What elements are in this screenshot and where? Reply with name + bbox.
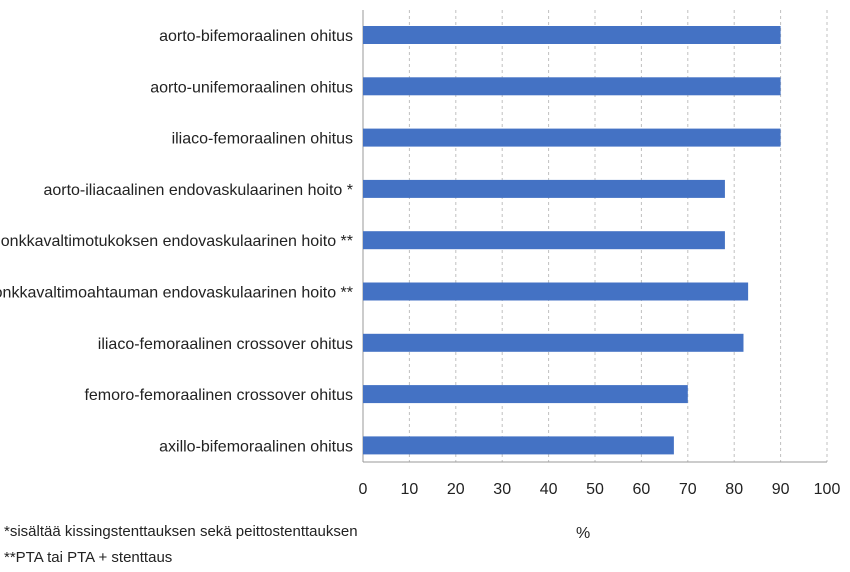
bar xyxy=(363,282,749,301)
category-labels: aorto-bifemoraalinen ohitus aorto-unifemo… xyxy=(0,28,353,455)
x-tick-label: 100 xyxy=(814,481,841,498)
footnote-2: **PTA tai PTA + stenttaus xyxy=(4,549,173,566)
category-label: axillo-bifemoraalinen ohitus xyxy=(159,438,353,455)
category-label: iliaco-femoraalinen ohitus xyxy=(172,131,353,148)
bar xyxy=(363,385,688,404)
x-tick-label: 60 xyxy=(633,481,651,498)
x-tick-label: 0 xyxy=(359,481,368,498)
bar xyxy=(363,179,725,198)
category-label: aorto-iliacaalinen endovaskulaarinen hoi… xyxy=(43,182,353,199)
bar xyxy=(363,231,725,250)
category-label: iliaco-femoraalinen crossover ohitus xyxy=(98,336,353,353)
bar xyxy=(363,436,674,455)
x-tick-label: 70 xyxy=(679,481,697,498)
x-tick-label: 40 xyxy=(540,481,558,498)
x-tick-label: 90 xyxy=(772,481,790,498)
category-label: aorto-unifemoraalinen ohitus xyxy=(150,79,353,96)
category-label: femoro-femoraalinen crossover ohitus xyxy=(84,387,353,404)
x-tick-label: 30 xyxy=(493,481,511,498)
bar xyxy=(363,128,781,147)
bar xyxy=(363,333,744,352)
bar xyxy=(363,77,781,96)
x-tick-label: 80 xyxy=(725,481,743,498)
x-axis-label: % xyxy=(576,525,591,542)
x-tick-label: 50 xyxy=(586,481,604,498)
footnote-1: *sisältää kissingstenttauksen sekä peitt… xyxy=(4,523,358,540)
category-label: aorto-bifemoraalinen ohitus xyxy=(159,28,353,45)
bar xyxy=(363,26,781,44)
x-tick-label: 10 xyxy=(401,481,419,498)
x-tick-labels: 0 10 20 30 40 50 60 70 80 90 100 xyxy=(359,481,841,498)
category-label: lonkkavaltimotukoksen endovaskulaarinen … xyxy=(0,233,353,250)
bars xyxy=(363,26,781,455)
x-tick-label: 20 xyxy=(447,481,465,498)
category-label: lonkkavaltimoahtauman endovaskulaarinen … xyxy=(0,285,353,302)
